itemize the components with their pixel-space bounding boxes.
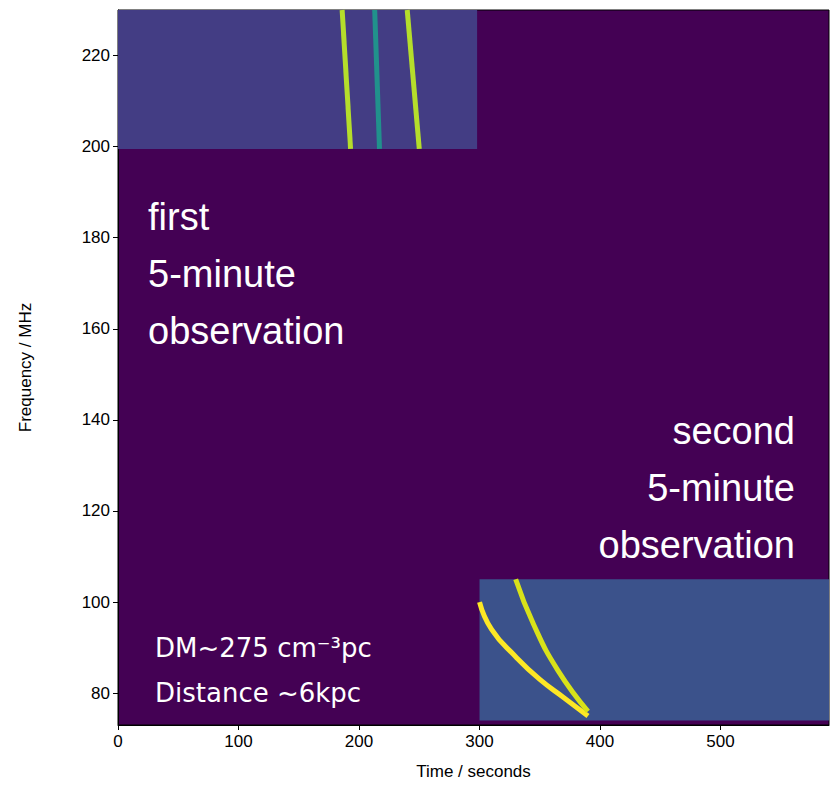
svg-text:120: 120 (82, 501, 110, 520)
svg-text:Time / seconds: Time / seconds (416, 762, 531, 781)
svg-text:200: 200 (82, 137, 110, 156)
svg-text:Frequency / MHz: Frequency / MHz (16, 303, 35, 432)
svg-text:220: 220 (82, 46, 110, 65)
svg-text:80: 80 (91, 684, 110, 703)
svg-text:observation: observation (599, 524, 795, 566)
svg-text:DM~275 cm⁻³pc: DM~275 cm⁻³pc (155, 633, 372, 663)
svg-text:5-minute: 5-minute (647, 467, 795, 509)
svg-text:first: first (148, 196, 210, 238)
svg-text:0: 0 (113, 732, 122, 751)
svg-text:300: 300 (465, 732, 493, 751)
svg-text:180: 180 (82, 228, 110, 247)
svg-text:Distance ~6kpc: Distance ~6kpc (155, 678, 361, 708)
svg-text:140: 140 (82, 410, 110, 429)
svg-text:400: 400 (586, 732, 614, 751)
svg-text:100: 100 (224, 732, 252, 751)
svg-text:200: 200 (345, 732, 373, 751)
svg-text:5-minute: 5-minute (148, 253, 296, 295)
svg-text:500: 500 (706, 732, 734, 751)
svg-text:observation: observation (148, 310, 344, 352)
svg-text:100: 100 (82, 593, 110, 612)
svg-text:160: 160 (82, 319, 110, 338)
svg-text:second: second (672, 410, 795, 452)
